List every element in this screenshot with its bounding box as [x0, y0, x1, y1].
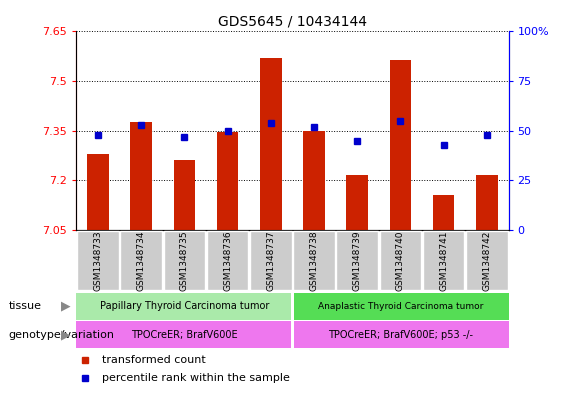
- Bar: [207, 231, 248, 290]
- Bar: [260, 58, 281, 230]
- Text: transformed count: transformed count: [102, 355, 206, 365]
- Bar: [76, 321, 290, 348]
- Bar: [390, 60, 411, 230]
- Text: TPOCreER; BrafV600E; p53 -/-: TPOCreER; BrafV600E; p53 -/-: [328, 330, 473, 340]
- Text: GSM1348737: GSM1348737: [266, 230, 275, 291]
- Bar: [337, 231, 378, 290]
- Bar: [250, 231, 292, 290]
- Bar: [87, 154, 108, 230]
- Bar: [164, 231, 205, 290]
- Bar: [293, 231, 334, 290]
- Bar: [120, 231, 162, 290]
- Text: tissue: tissue: [8, 301, 41, 311]
- Bar: [294, 321, 508, 348]
- Bar: [76, 293, 290, 320]
- Bar: [423, 231, 464, 290]
- Bar: [217, 132, 238, 230]
- Bar: [77, 231, 119, 290]
- Text: Papillary Thyroid Carcinoma tumor: Papillary Thyroid Carcinoma tumor: [99, 301, 269, 311]
- Bar: [131, 122, 152, 230]
- Bar: [173, 160, 195, 230]
- Text: GSM1348733: GSM1348733: [93, 230, 102, 291]
- Text: ▶: ▶: [61, 328, 71, 342]
- Text: Anaplastic Thyroid Carcinoma tumor: Anaplastic Thyroid Carcinoma tumor: [318, 302, 483, 310]
- Bar: [294, 293, 508, 320]
- Title: GDS5645 / 10434144: GDS5645 / 10434144: [218, 15, 367, 29]
- Bar: [433, 195, 454, 230]
- Text: ▶: ▶: [61, 299, 71, 313]
- Bar: [476, 175, 498, 230]
- Text: GSM1348739: GSM1348739: [353, 230, 362, 291]
- Bar: [346, 175, 368, 230]
- Bar: [303, 130, 325, 230]
- Text: percentile rank within the sample: percentile rank within the sample: [102, 373, 290, 383]
- Text: TPOCreER; BrafV600E: TPOCreER; BrafV600E: [131, 330, 238, 340]
- Text: GSM1348741: GSM1348741: [439, 230, 448, 290]
- Text: GSM1348734: GSM1348734: [137, 230, 146, 290]
- Text: GSM1348742: GSM1348742: [483, 230, 492, 290]
- Bar: [380, 231, 421, 290]
- Text: GSM1348738: GSM1348738: [310, 230, 319, 291]
- Text: GSM1348735: GSM1348735: [180, 230, 189, 291]
- Text: genotype/variation: genotype/variation: [8, 330, 115, 340]
- Bar: [466, 231, 507, 290]
- Text: GSM1348740: GSM1348740: [396, 230, 405, 290]
- Text: GSM1348736: GSM1348736: [223, 230, 232, 291]
